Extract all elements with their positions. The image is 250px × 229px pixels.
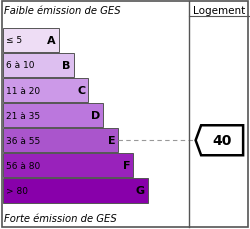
Text: 36 à 55: 36 à 55 [6, 136, 40, 145]
Bar [3, 154, 133, 178]
Bar [3, 79, 88, 103]
Text: 6 à 10: 6 à 10 [6, 61, 34, 70]
Bar [3, 54, 74, 78]
Text: Logement: Logement [193, 6, 246, 16]
Text: A: A [47, 36, 56, 46]
Polygon shape [196, 126, 243, 155]
Text: F: F [122, 161, 130, 171]
Text: B: B [62, 61, 70, 71]
Text: 11 à 20: 11 à 20 [6, 86, 40, 95]
Text: ≤ 5: ≤ 5 [6, 36, 22, 45]
Text: Faible émission de GES: Faible émission de GES [4, 6, 120, 16]
Text: 21 à 35: 21 à 35 [6, 111, 40, 120]
Bar [3, 104, 103, 128]
Text: C: C [77, 86, 86, 96]
Bar [3, 29, 59, 53]
Text: 56 à 80: 56 à 80 [6, 161, 40, 170]
Text: > 80: > 80 [6, 186, 28, 195]
Bar [3, 129, 118, 153]
Text: G: G [136, 186, 145, 196]
Bar [3, 179, 148, 203]
Text: Forte émission de GES: Forte émission de GES [4, 213, 116, 223]
Text: D: D [91, 111, 100, 121]
Text: 40: 40 [212, 134, 232, 148]
Text: E: E [108, 136, 115, 146]
